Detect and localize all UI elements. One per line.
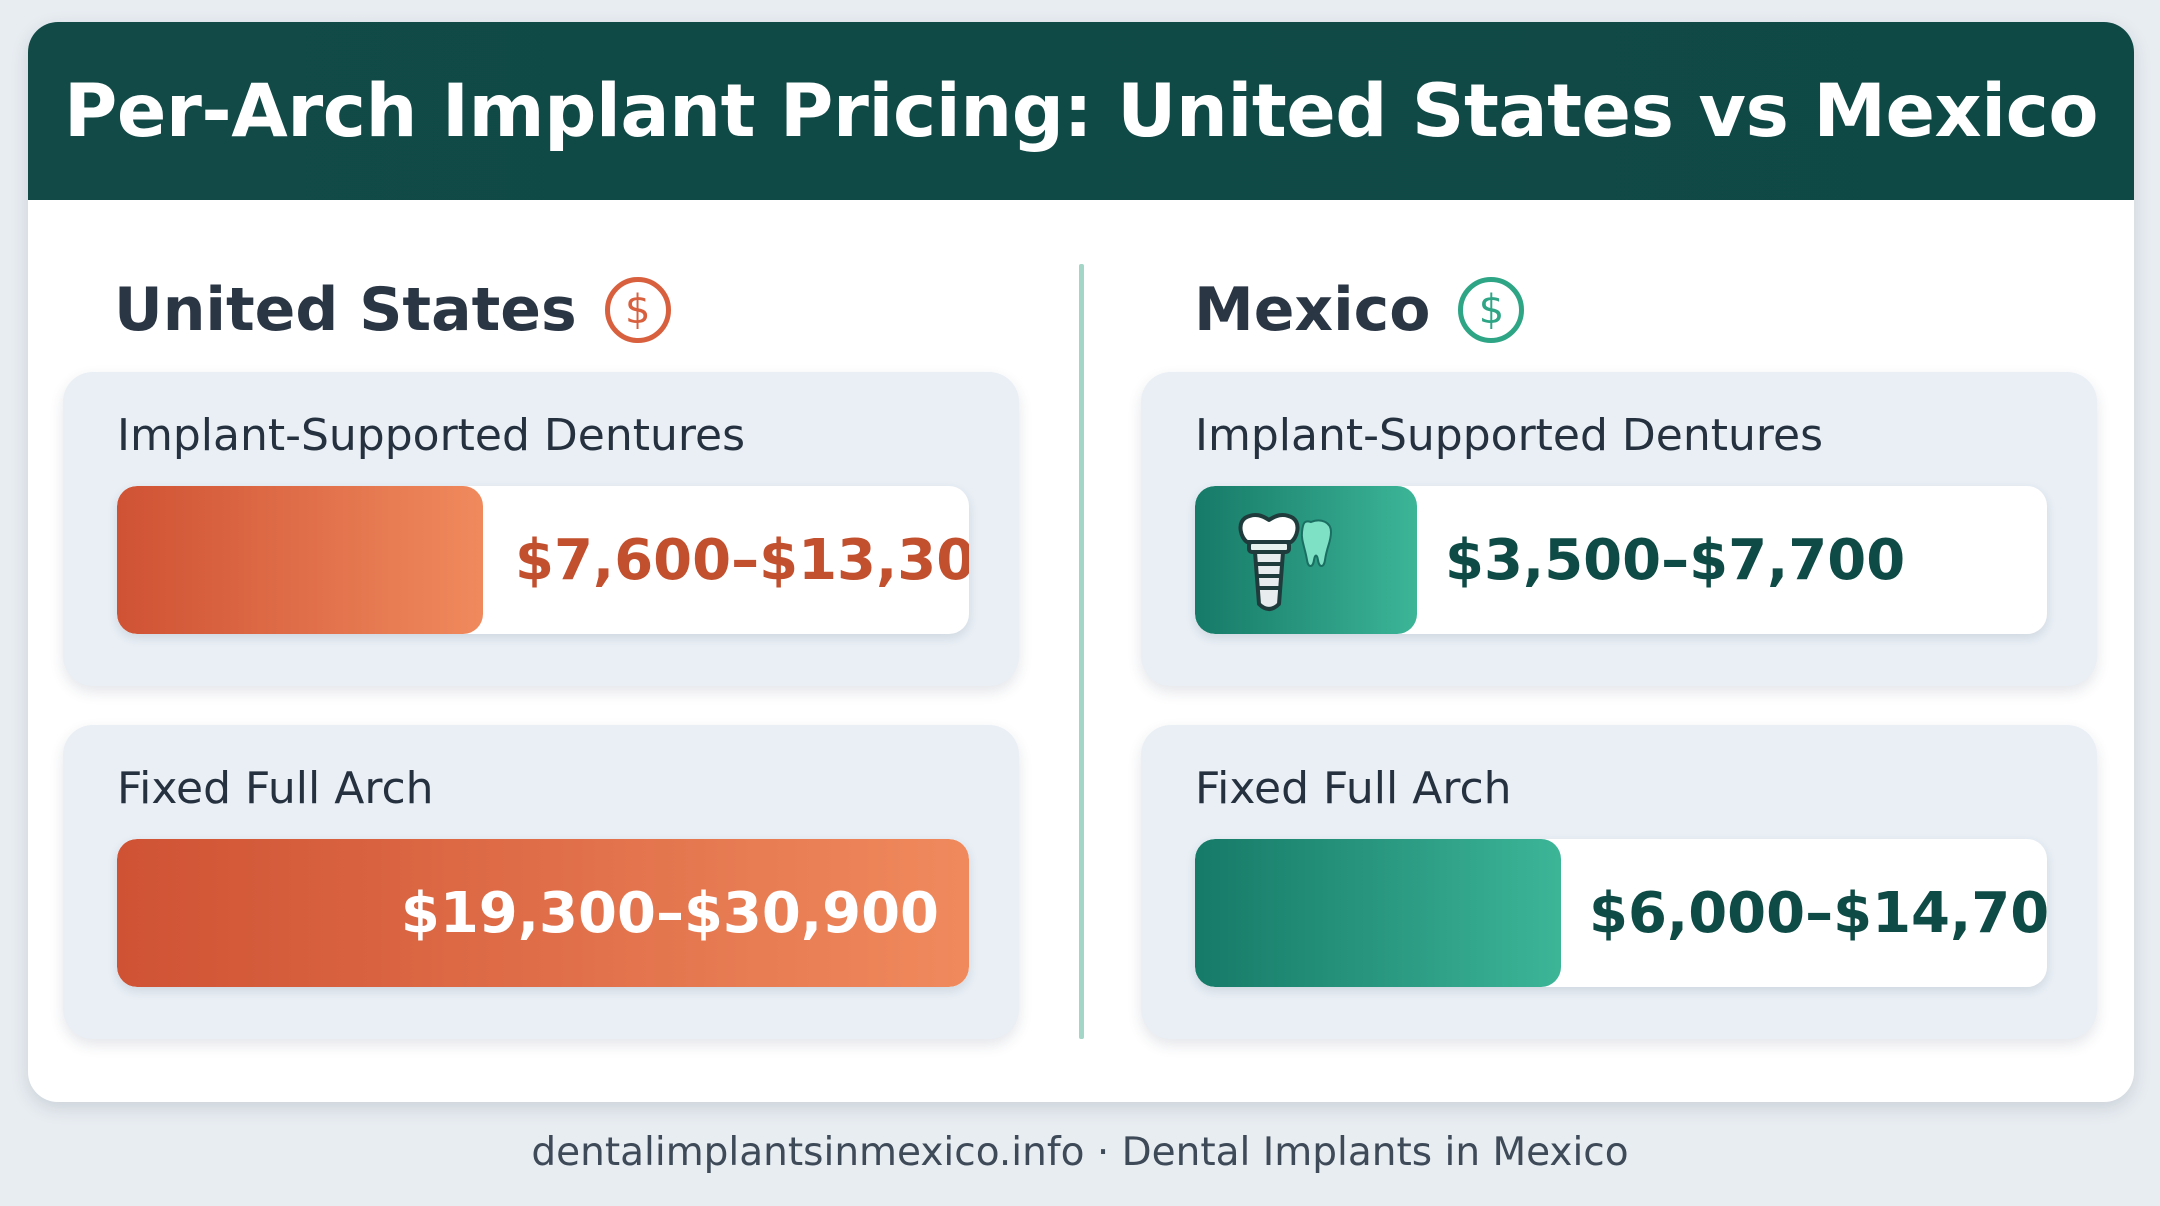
dollar-circle-icon: $ bbox=[604, 277, 671, 343]
us-fixed-label: Fixed Full Arch bbox=[117, 763, 434, 814]
us-dentures-label: Implant-Supported Dentures bbox=[117, 410, 745, 461]
mexico-dentures-bar bbox=[1195, 486, 1417, 634]
dollar-circle-icon: $ bbox=[1458, 277, 1525, 343]
mexico-dentures-label: Implant-Supported Dentures bbox=[1195, 410, 1823, 461]
us-fixed-value: $19,300–$30,900 bbox=[400, 880, 939, 946]
us-dentures-value: $7,600–$13,300 bbox=[515, 527, 969, 593]
mexico-fixed-bar bbox=[1195, 839, 1562, 987]
us-fixed-bar bbox=[117, 839, 969, 987]
mexico-fixed-value: $6,000–$14,700 bbox=[1589, 880, 2047, 946]
footer-source: dentalimplantsinmexico.info · Dental Imp… bbox=[531, 1130, 1629, 1175]
us-fixed-bar-track: $19,300–$30,900 bbox=[117, 839, 969, 987]
dental-implant-icon bbox=[1238, 512, 1333, 611]
column-divider bbox=[1079, 264, 1084, 1039]
us-dentures-panel: Implant-Supported Dentures $7,600–$13,30… bbox=[63, 372, 1019, 686]
us-column-title: United States $ bbox=[114, 260, 671, 360]
us-dentures-bar bbox=[117, 486, 484, 634]
mexico-dentures-value: $3,500–$7,700 bbox=[1445, 527, 1906, 593]
mexico-column-title: Mexico $ bbox=[1194, 260, 1525, 360]
mexico-fixed-label: Fixed Full Arch bbox=[1195, 763, 1512, 814]
mexico-dentures-bar-track: $3,500–$7,700 bbox=[1195, 486, 2047, 634]
mexico-fixed-panel: Fixed Full Arch $6,000–$14,700 bbox=[1141, 725, 2097, 1039]
mexico-fixed-bar-track: $6,000–$14,700 bbox=[1195, 839, 2047, 987]
chart-title: Per-Arch Implant Pricing: United States … bbox=[63, 68, 2099, 154]
mexico-column-name: Mexico bbox=[1194, 275, 1431, 345]
us-fixed-panel: Fixed Full Arch $19,300–$30,900 bbox=[63, 725, 1019, 1039]
us-column-name: United States bbox=[114, 275, 577, 345]
us-dentures-bar-track: $7,600–$13,300 bbox=[117, 486, 969, 634]
header-banner: Per-Arch Implant Pricing: United States … bbox=[28, 22, 2134, 200]
pricing-card: Per-Arch Implant Pricing: United States … bbox=[28, 22, 2134, 1102]
mexico-dentures-panel: Implant-Supported Dentures $3,500–$7,700 bbox=[1141, 372, 2097, 686]
